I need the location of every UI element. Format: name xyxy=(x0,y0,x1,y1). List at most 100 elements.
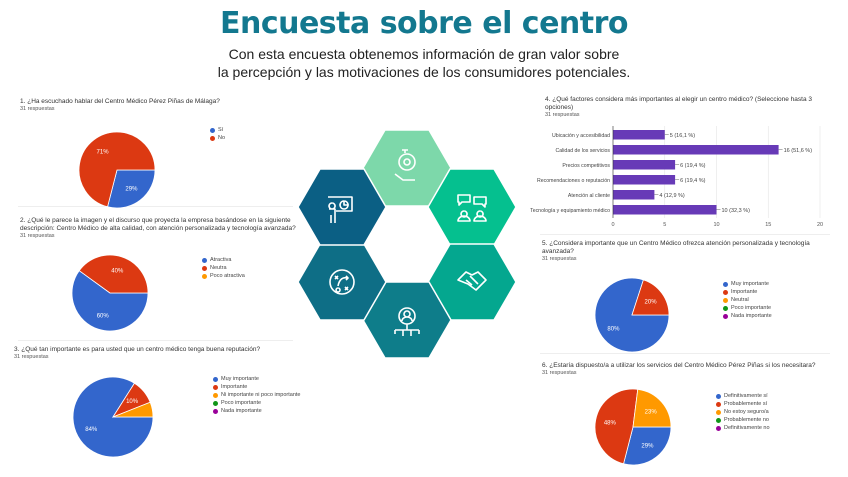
legend-label: Sí xyxy=(218,127,224,133)
legend-label: Atractiva xyxy=(210,257,232,263)
question-6-title: 6. ¿Estaría dispuesto/a a utilizar los s… xyxy=(542,362,816,369)
legend-label: Poco importante xyxy=(731,305,772,311)
legend-label: Nada importante xyxy=(731,313,772,319)
legend-item: Poco importante xyxy=(723,304,772,312)
question-1-block: 1. ¿Ha escuchado hablar del Centro Médic… xyxy=(20,98,290,112)
hexagon-shape xyxy=(297,168,387,246)
legend-item: Muy importante xyxy=(213,375,300,383)
slice-label: 10% xyxy=(126,399,139,405)
question-3-responses: 31 respuestas xyxy=(14,354,49,360)
question-2-title: 2. ¿Qué le parece la imagen y el discurs… xyxy=(20,217,296,232)
bar-chart-q4: 0 5 10 15 20 5 (16,1 %) Ubicación y accesibili… xyxy=(530,126,823,228)
legend-item: Neutra xyxy=(202,264,245,272)
divider xyxy=(540,234,830,235)
legend-label: Importante xyxy=(221,384,248,390)
slice-label: 84% xyxy=(85,427,98,433)
legend-label: Muy importante xyxy=(221,376,259,382)
subtitle-line-2: la percepción y las motivaciones de los … xyxy=(217,64,631,80)
legend-swatch xyxy=(213,376,218,382)
legend-label: Neutral xyxy=(731,297,749,303)
question-2-responses: 31 respuestas xyxy=(20,233,55,239)
bar xyxy=(613,160,676,170)
slice-label: 60% xyxy=(97,313,110,319)
bar xyxy=(613,130,665,140)
network-user-icon xyxy=(394,307,420,336)
legend-item: Definitivamente sí xyxy=(716,392,770,400)
legend-label: No xyxy=(218,135,226,141)
slice-label: 48% xyxy=(604,421,617,427)
bar-value-label: 16 (51,6 %) xyxy=(784,148,813,154)
question-5-title: 5. ¿Considera importante que un Centro M… xyxy=(542,240,810,255)
legend-item: Definitivamente no xyxy=(716,424,770,432)
slice-label: 23% xyxy=(645,409,658,415)
question-3-title: 3. ¿Qué tan importante es para usted que… xyxy=(14,346,261,353)
legend-item: No xyxy=(210,134,225,142)
question-4-responses: 31 respuestas xyxy=(545,112,580,118)
legend-item: Importante xyxy=(723,288,772,296)
legend-swatch xyxy=(716,417,721,423)
handshake-icon xyxy=(457,271,487,291)
slice-label: 29% xyxy=(641,444,654,450)
legend-item: Poco importante xyxy=(213,399,300,407)
legend-label: Definitivamente sí xyxy=(724,393,768,399)
legend-swatch xyxy=(213,392,218,398)
bar-value-label: 4 (12,9 %) xyxy=(659,193,685,199)
bar xyxy=(613,175,676,185)
question-1-responses: 31 respuestas xyxy=(20,106,55,112)
legend-label: Nada importante xyxy=(221,408,262,414)
bar xyxy=(613,205,717,215)
strategy-icon xyxy=(329,269,355,295)
bar-value-label: 6 (19,4 %) xyxy=(680,163,706,169)
legend-swatch xyxy=(723,305,728,311)
pie-chart-q5: 80% 20% xyxy=(594,277,670,353)
legend-swatch xyxy=(213,408,218,414)
legend-item: Importante xyxy=(213,383,300,391)
slice-label: 40% xyxy=(111,269,124,275)
pie-slice-2 xyxy=(78,254,149,294)
question-1-title: 1. ¿Ha escuchado hablar del Centro Médic… xyxy=(20,98,220,105)
question-4-title: 4. ¿Qué factores considera más important… xyxy=(545,96,812,111)
legend-q1: Sí No xyxy=(210,126,225,142)
legend-swatch xyxy=(213,400,218,406)
slice-label: 29% xyxy=(125,187,138,193)
legend-swatch xyxy=(723,281,728,287)
conversation-icon xyxy=(457,194,487,222)
legend-swatch xyxy=(213,384,218,390)
legend-label: Probablemente no xyxy=(724,417,769,423)
x-tick-label: 20 xyxy=(817,222,823,228)
bar-category-label: Calidad de los servicios xyxy=(556,148,611,154)
bar xyxy=(613,145,779,155)
legend-swatch xyxy=(716,401,721,407)
slice-label: 20% xyxy=(645,300,658,306)
target-hand-icon xyxy=(394,149,416,181)
legend-swatch xyxy=(716,393,721,399)
pie-slice-3 xyxy=(112,401,154,418)
legend-q5: Muy importante Importante Neutral Poco impo… xyxy=(723,280,772,320)
divider xyxy=(540,353,830,354)
legend-swatch xyxy=(723,313,728,319)
x-tick-label: 0 xyxy=(611,222,614,228)
question-4-block: 4. ¿Qué factores considera más important… xyxy=(545,96,835,118)
legend-swatch xyxy=(716,425,721,431)
bar-category-label: Recomendaciones o reputación xyxy=(537,178,610,184)
legend-label: Poco importante xyxy=(221,400,262,406)
pie-chart-q1: 29% 71% xyxy=(78,131,156,209)
pie-slice-2 xyxy=(594,388,639,465)
question-6-block: 6. ¿Estaría dispuesto/a a utilizar los s… xyxy=(542,362,832,376)
legend-item: Nada importante xyxy=(213,407,300,415)
legend-label: Poco atractiva xyxy=(210,273,245,279)
legend-item: Sí xyxy=(210,126,225,134)
legend-swatch xyxy=(210,127,215,133)
slice-label: 80% xyxy=(607,326,620,332)
legend-swatch xyxy=(202,257,207,263)
legend-swatch xyxy=(202,273,207,279)
pie-slice-3 xyxy=(632,388,672,428)
legend-label: Importante xyxy=(731,289,758,295)
legend-label: Neutra xyxy=(210,265,227,271)
pie-slice-1 xyxy=(107,169,156,209)
legend-label: Probablemente sí xyxy=(724,401,768,407)
bar-category-label: Precios competitivos xyxy=(562,163,610,169)
legend-swatch xyxy=(210,135,215,141)
pie-slice-1 xyxy=(71,270,149,332)
legend-swatch xyxy=(202,265,207,271)
